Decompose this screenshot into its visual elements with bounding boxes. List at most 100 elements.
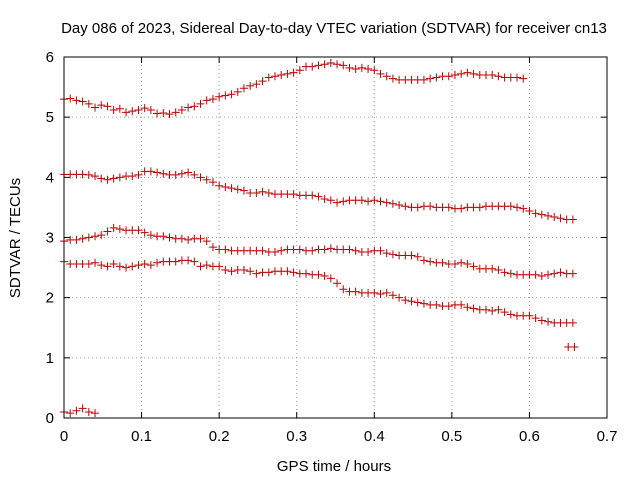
data-point [376, 69, 385, 78]
data-point [457, 204, 466, 213]
data-point [432, 73, 441, 82]
data-point [184, 168, 193, 177]
data-point [544, 317, 553, 326]
data-point [388, 74, 397, 83]
data-point [289, 68, 298, 77]
data-point [537, 316, 546, 325]
data-point [159, 108, 168, 117]
chart-title: Day 086 of 2023, Sidereal Day-to-day VTE… [61, 20, 607, 37]
data-point [426, 257, 435, 266]
data-point [258, 187, 267, 196]
data-point [97, 261, 106, 270]
data-point [140, 228, 149, 237]
data-point [488, 71, 497, 80]
series-lower [60, 256, 577, 327]
data-point [525, 311, 534, 320]
data-point [103, 227, 112, 236]
data-point [544, 270, 553, 279]
data-point [339, 285, 348, 294]
data-point [357, 63, 366, 72]
data-point [376, 290, 385, 299]
data-point [215, 92, 224, 101]
data-point [345, 245, 354, 254]
data-point [190, 102, 199, 111]
data-point [283, 69, 292, 78]
data-point [258, 246, 267, 255]
data-point [339, 197, 348, 206]
data-point [469, 69, 478, 78]
data-point [401, 202, 410, 211]
data-point [531, 314, 540, 323]
data-point [450, 259, 459, 268]
data-point [153, 258, 162, 267]
data-point [72, 96, 81, 105]
data-point [550, 269, 559, 278]
data-point [221, 265, 230, 274]
data-point [531, 209, 540, 218]
data-point [103, 102, 112, 111]
x-tick-label: 0.2 [209, 428, 230, 445]
data-point [227, 184, 236, 193]
data-point [246, 267, 255, 276]
data-point [450, 71, 459, 80]
data-point [208, 243, 217, 252]
data-point [568, 318, 577, 327]
data-point [419, 75, 428, 84]
series-end [564, 343, 579, 352]
data-point [196, 173, 205, 182]
data-point [457, 300, 466, 309]
data-point [413, 203, 422, 212]
data-point [159, 232, 168, 241]
data-point [556, 268, 565, 277]
data-point [208, 178, 217, 187]
data-point [314, 270, 323, 279]
data-point [370, 288, 379, 297]
data-point [544, 211, 553, 220]
data-point [66, 409, 75, 418]
y-tick-label: 3 [46, 230, 54, 247]
y-tick-label: 6 [46, 49, 54, 66]
data-point [308, 62, 317, 71]
data-point [283, 267, 292, 276]
data-point [314, 61, 323, 70]
data-point [550, 213, 559, 222]
data-point [388, 250, 397, 259]
data-point [227, 267, 236, 276]
data-point [153, 109, 162, 118]
data-point [72, 406, 81, 415]
data-point [333, 60, 342, 69]
data-point [72, 235, 81, 244]
data-point [320, 60, 329, 69]
data-point [264, 73, 273, 82]
data-point [556, 214, 565, 223]
data-point [531, 270, 540, 279]
data-point [97, 101, 106, 110]
data-point [84, 99, 93, 108]
data-point [407, 297, 416, 306]
data-point [568, 269, 577, 278]
data-point [519, 204, 528, 213]
data-point [444, 203, 453, 212]
data-point [395, 201, 404, 210]
data-point [407, 251, 416, 260]
data-point [382, 198, 391, 207]
data-point [264, 188, 273, 197]
plot-frame [63, 56, 608, 419]
data-point [146, 105, 155, 114]
data-point [171, 108, 180, 117]
data-point [91, 103, 100, 112]
data-point [78, 97, 87, 106]
data-point [165, 110, 174, 119]
data-point [159, 169, 168, 178]
data-point [134, 261, 143, 270]
data-point [190, 170, 199, 179]
x-tick-label: 0 [60, 428, 68, 445]
data-point [177, 234, 186, 243]
y-tick-label: 5 [46, 109, 54, 126]
data-point [537, 272, 546, 281]
data-point [215, 262, 224, 271]
data-point [570, 343, 579, 352]
data-point [481, 305, 490, 314]
